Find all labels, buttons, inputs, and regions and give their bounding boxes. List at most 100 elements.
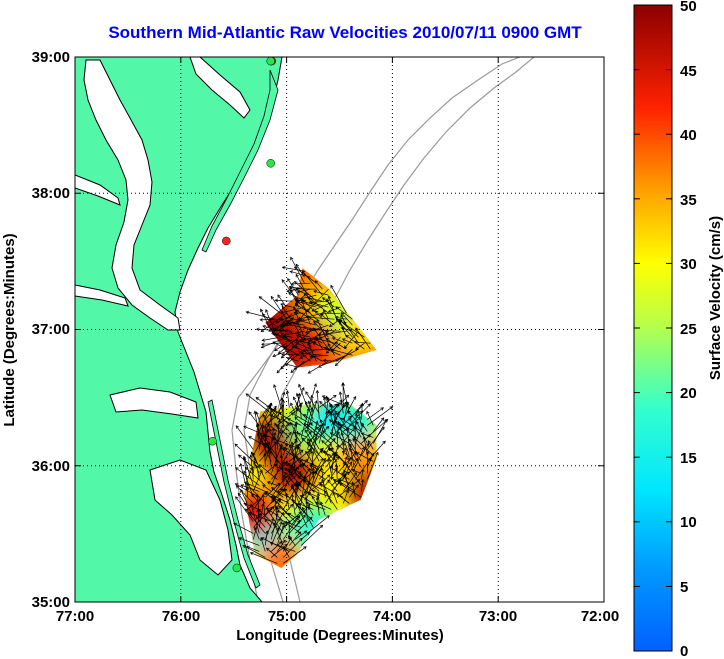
- velocity-vector-head: [343, 345, 348, 349]
- velocity-vector: [282, 432, 292, 444]
- velocity-vector-head: [356, 479, 361, 483]
- velocity-vector-head: [304, 400, 309, 405]
- velocity-vector: [291, 484, 302, 510]
- x-tick-labels: 77:00 76:00 75:00 74:00 73:00 72:00: [56, 608, 619, 625]
- velocity-vector: [282, 546, 290, 558]
- velocity-vector-head: [245, 486, 250, 491]
- velocity-vector-head: [323, 449, 328, 454]
- velocity-vector: [337, 402, 349, 414]
- velocity-vector-head: [357, 409, 361, 414]
- velocity-vector-head: [267, 428, 271, 433]
- velocity-vector: [254, 527, 260, 540]
- velocity-vector: [285, 522, 302, 534]
- y-tick-label: 38:00: [32, 185, 70, 202]
- velocity-vector-head: [298, 464, 302, 468]
- velocity-vector-head: [316, 492, 321, 497]
- velocity-vector-head: [246, 483, 250, 487]
- velocity-vector-head: [261, 424, 265, 429]
- velocity-vector: [307, 506, 314, 516]
- velocity-vector: [324, 490, 338, 510]
- velocity-vector-head: [290, 317, 295, 321]
- velocity-vector: [330, 452, 335, 480]
- albemarle-sound: [109, 387, 199, 419]
- velocity-vector-head: [270, 495, 274, 500]
- pamlico-sound: [149, 459, 233, 576]
- velocity-vector-head: [243, 502, 248, 507]
- velocity-vector-head: [315, 389, 320, 394]
- velocity-vector: [252, 469, 263, 492]
- velocity-vector-head: [284, 543, 288, 548]
- velocity-vector-head: [308, 344, 312, 349]
- velocity-vector-head: [281, 322, 285, 327]
- velocity-vector-head: [305, 450, 309, 455]
- velocity-vector-head: [297, 476, 301, 480]
- velocity-vector-head: [333, 411, 338, 416]
- velocity-vector: [307, 442, 326, 462]
- velocity-vector-head: [270, 408, 274, 413]
- velocity-vector: [354, 341, 371, 344]
- velocity-vector: [306, 502, 326, 510]
- velocity-vector: [276, 354, 293, 374]
- velocity-vector: [307, 515, 330, 534]
- velocity-vector-head: [243, 425, 247, 429]
- velocity-vector-head: [297, 520, 301, 524]
- velocity-vector-head: [306, 503, 311, 508]
- velocity-vector: [306, 424, 332, 444]
- velocity-vector-head: [327, 479, 331, 484]
- velocity-vector-head: [323, 346, 328, 350]
- velocity-vector-head: [293, 431, 297, 435]
- velocity-vector: [246, 483, 266, 504]
- velocity-vector-head: [332, 491, 336, 496]
- velocity-vector-head: [293, 266, 298, 271]
- velocity-vector-head: [366, 450, 370, 455]
- velocity-vector: [302, 299, 317, 314]
- velocity-vector-head: [326, 298, 330, 303]
- velocity-vector-head: [264, 491, 269, 495]
- velocity-vector: [296, 320, 305, 338]
- velocity-vector: [313, 290, 329, 296]
- velocity-vector-head: [321, 478, 325, 483]
- velocity-vector-head: [282, 524, 286, 529]
- velocity-vector: [324, 479, 341, 504]
- velocity-vector: [307, 492, 320, 498]
- velocity-vector-head: [311, 495, 315, 500]
- velocity-vector-head: [342, 469, 347, 473]
- velocity-vector-head: [360, 478, 365, 483]
- colorbar-tick-label: 20: [680, 385, 697, 402]
- velocity-vector: [235, 425, 254, 450]
- velocity-vector: [294, 266, 317, 284]
- velocity-vector: [315, 336, 323, 350]
- velocity-vector: [293, 306, 299, 320]
- velocity-vector: [294, 345, 323, 362]
- velocity-vector-head: [269, 541, 274, 546]
- velocity-vector-head: [342, 460, 347, 465]
- velocity-vector: [246, 546, 260, 552]
- velocity-vector-head: [327, 458, 331, 462]
- velocity-vector-head: [256, 432, 261, 437]
- velocity-vector: [334, 341, 347, 350]
- velocity-vector-head: [361, 446, 365, 451]
- velocity-vector: [276, 539, 286, 552]
- velocity-vector-head: [341, 338, 346, 342]
- velocity-vector-head: [319, 400, 323, 405]
- velocity-vector-head: [249, 454, 253, 459]
- velocity-vector-head: [242, 544, 247, 549]
- velocity-vector-head: [334, 467, 338, 472]
- velocity-vector-head: [294, 416, 298, 421]
- velocity-vector-head: [290, 421, 294, 426]
- velocity-vector-head: [312, 342, 316, 346]
- velocity-vector-head: [292, 306, 297, 310]
- velocity-vector-head: [272, 495, 277, 499]
- velocity-vector-head: [276, 369, 281, 374]
- velocity-vector-head: [292, 396, 297, 401]
- velocity-vector: [289, 515, 300, 528]
- velocity-vector-head: [280, 416, 285, 420]
- velocity-vector-head: [272, 436, 277, 440]
- velocity-vector: [270, 478, 285, 498]
- velocity-vector-head: [261, 434, 265, 439]
- velocity-vector-head: [334, 410, 338, 414]
- velocity-vector-head: [285, 390, 290, 394]
- velocity-vector: [284, 472, 302, 492]
- velocity-vector-head: [301, 437, 305, 442]
- y-tick-label: 36:00: [32, 458, 70, 475]
